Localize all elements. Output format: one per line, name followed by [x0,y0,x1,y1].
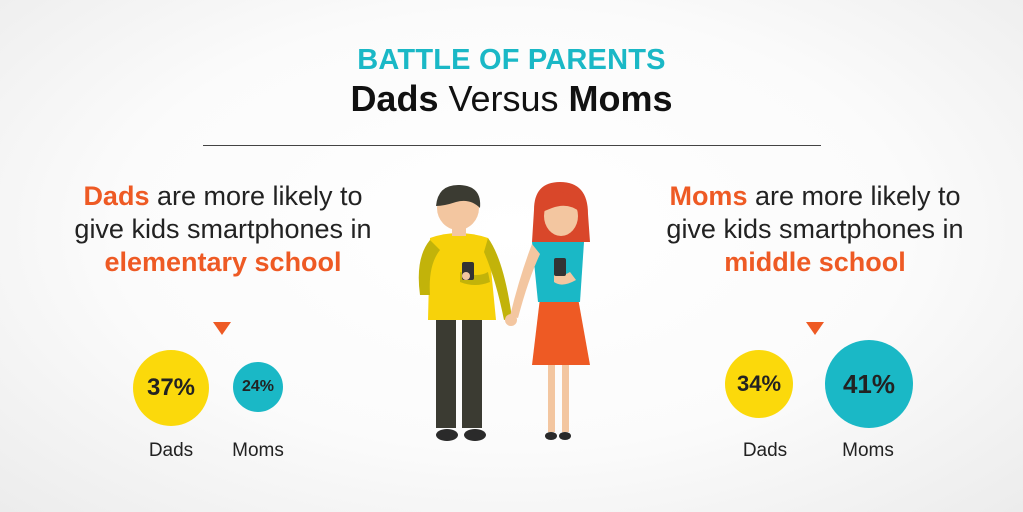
right-claim-highlight: middle school [724,247,906,277]
left-moms-label: Moms [232,440,284,461]
left-claim-text: are more likely to give kids smartphones… [74,181,372,244]
right-dads-value: 34% [736,371,782,396]
kicker-title: BATTLE OF PARENTS [357,44,666,76]
left-claim-highlight: elementary school [104,247,342,277]
divider-line [203,145,821,146]
right-moms-value: 41% [842,368,896,399]
left-claim-accent: Dads [83,181,150,211]
left-arrow-icon [213,322,231,335]
left-dads-circle: 37% [133,350,209,426]
title-dads: Dads [350,78,439,119]
left-moms-circle: 24% [233,362,283,412]
right-moms-label: Moms [842,440,894,461]
left-dads-label: Dads [148,440,194,461]
left-dads-value: 37% [146,374,196,401]
right-arrow-icon [806,322,824,335]
left-moms-value: 24% [241,378,275,395]
right-claim-text: are more likely to give kids smartphones… [666,181,964,244]
title-moms: Moms [568,78,673,119]
right-dads-circle: 34% [725,350,793,418]
right-claim-accent: Moms [669,181,748,211]
parents-illustration [418,182,590,441]
mom-figure [510,182,590,440]
right-claim: Moms are more likely to give kids smartp… [665,180,965,279]
dad-figure [418,184,512,441]
held-hands [505,314,517,326]
right-moms-circle: 41% [825,340,913,428]
main-title: Dads Versus Moms [0,78,1023,120]
right-dads-label: Dads [742,440,788,461]
left-claim: Dads are more likely to give kids smartp… [73,180,373,279]
title-versus: Versus [438,78,569,119]
